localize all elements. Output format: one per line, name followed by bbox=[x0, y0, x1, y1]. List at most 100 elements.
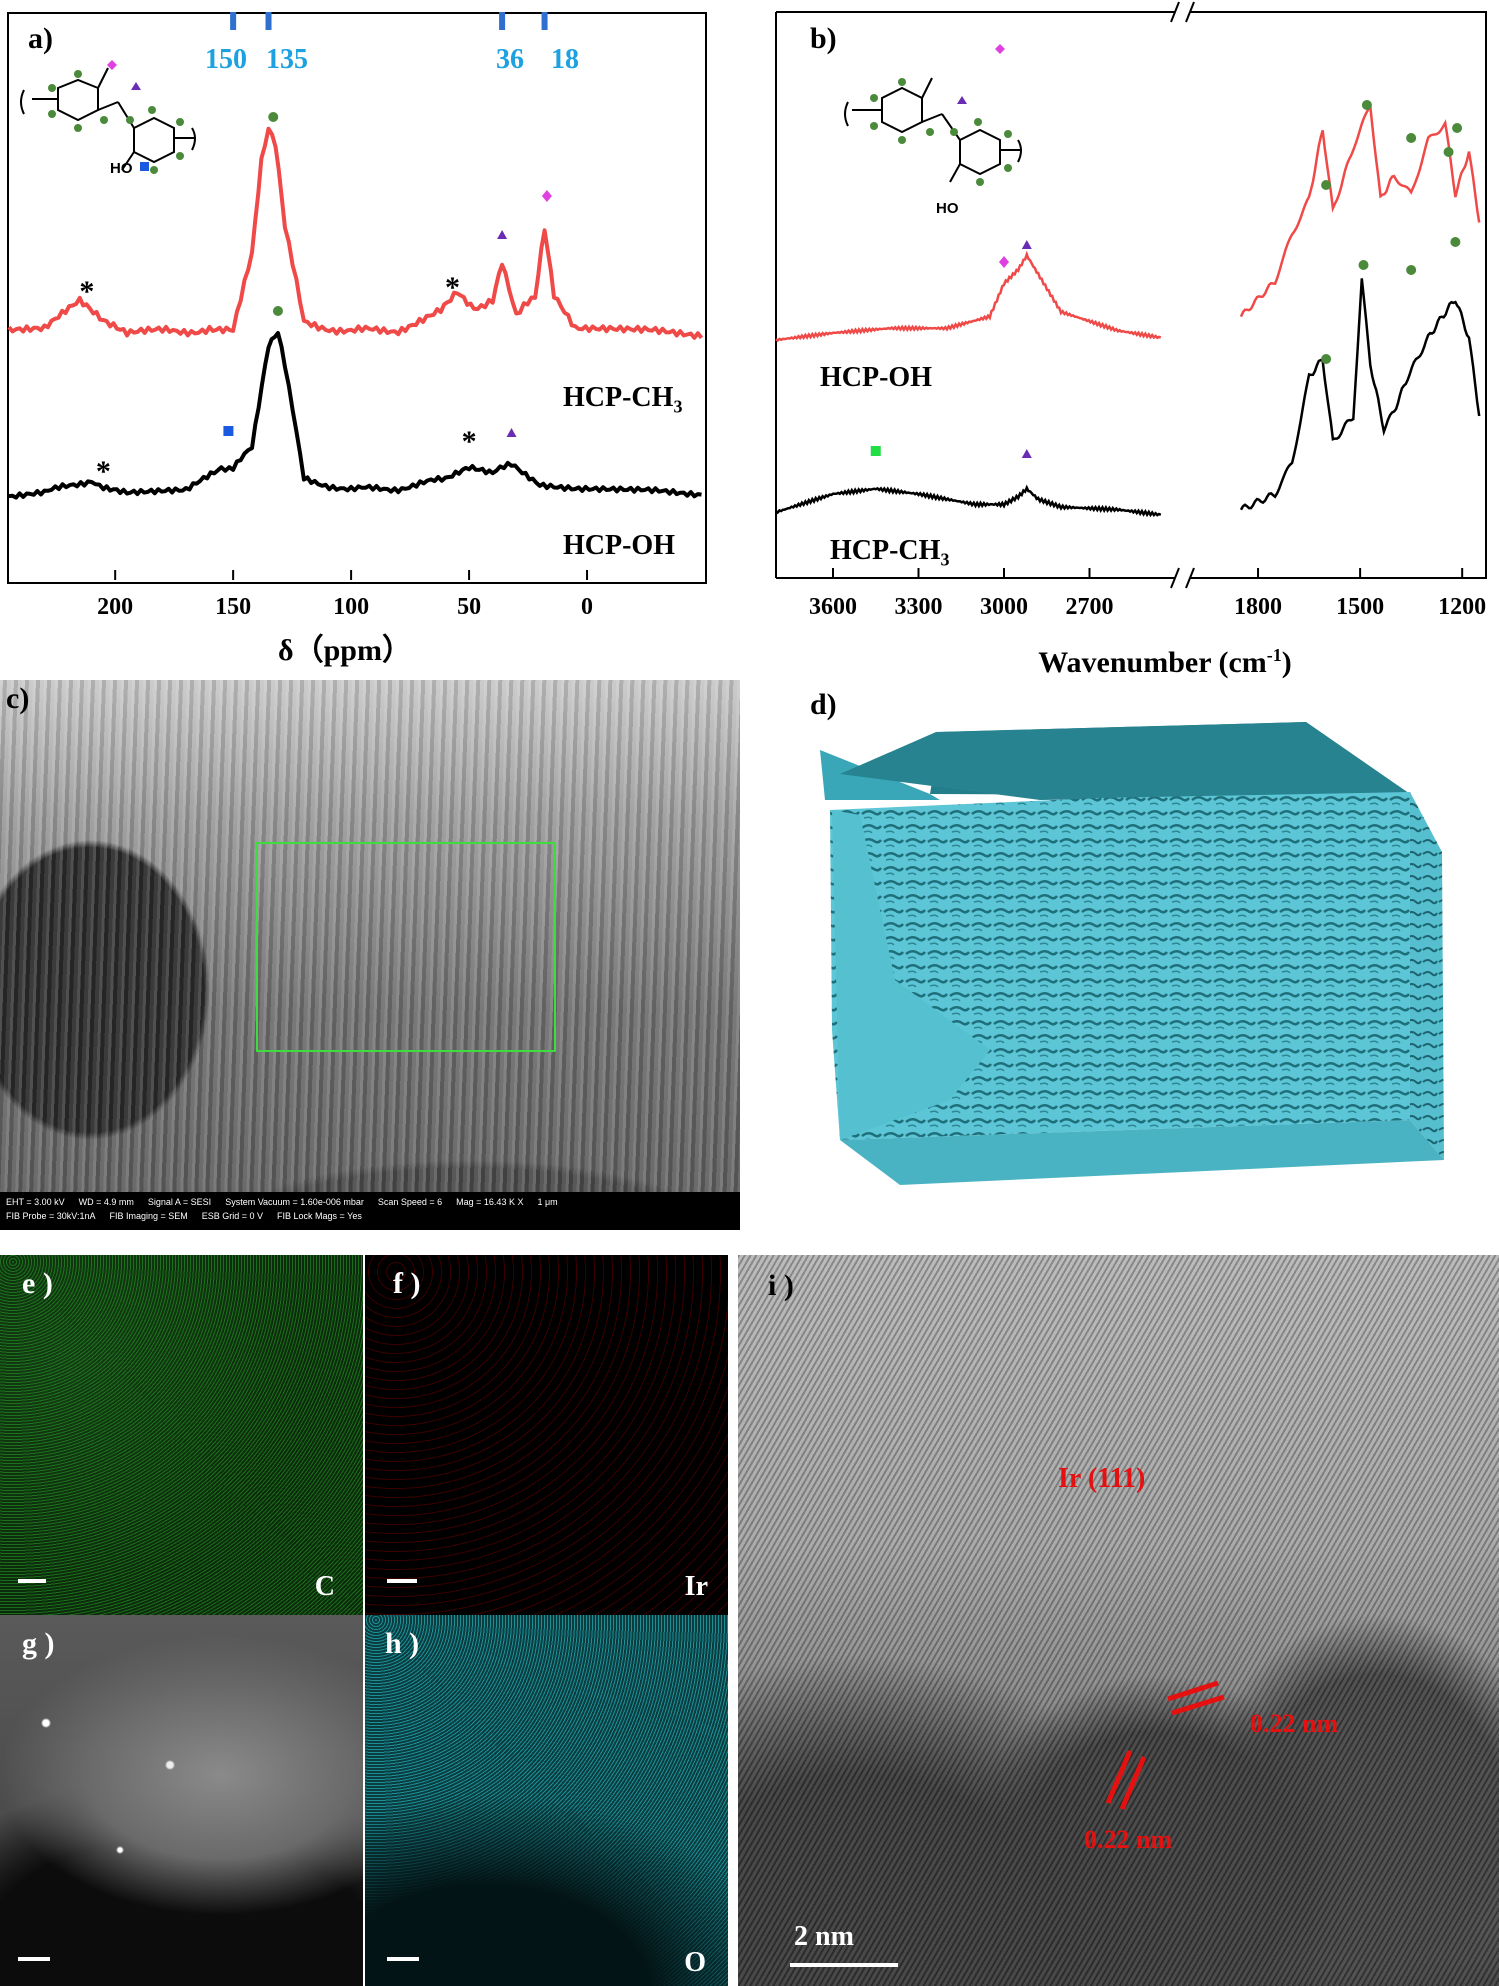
x-tick-label: 150 bbox=[215, 594, 251, 620]
x-tick-label: 1800 bbox=[1234, 594, 1282, 620]
panel-e-label: e ) bbox=[22, 1267, 53, 1300]
methyl-marker bbox=[541, 190, 552, 202]
x-axis-title: δ（ppm） bbox=[278, 634, 412, 667]
axis-break-mark bbox=[1185, 567, 1195, 589]
panel-h-label: h ) bbox=[385, 1627, 420, 1660]
x-axis-title: Wavenumber (cm-1) bbox=[1038, 645, 1292, 679]
aromatic-band-marker bbox=[1321, 354, 1332, 364]
x-tick-label: 200 bbox=[97, 594, 133, 620]
hydroxyl-label: HO bbox=[110, 160, 133, 177]
panel-f-label: f ) bbox=[393, 1267, 421, 1300]
tomography-volume-render bbox=[820, 722, 1444, 1185]
x-tick-label: 2700 bbox=[1066, 594, 1114, 620]
hydroxyl-label: HO bbox=[936, 200, 959, 217]
panel-a: a) 200 150 100 50 0 * * * * 150 135 36 18 bbox=[0, 0, 740, 667]
ch2-band-marker bbox=[1021, 240, 1032, 249]
aromatic-band-marker bbox=[1358, 260, 1369, 270]
reference-line-marker bbox=[541, 12, 548, 30]
panel-b: 3600 3300 3000 2700 1800 1500 1200 b) HO HCP-O… bbox=[770, 0, 1499, 690]
series-label-hcp-oh: HCP-OH bbox=[563, 530, 675, 561]
panel-d: d) bbox=[750, 680, 1499, 1240]
panel-a-label: a) bbox=[28, 22, 53, 55]
aromatic-band-marker bbox=[1321, 180, 1332, 190]
aromatic-band-marker bbox=[1406, 265, 1417, 275]
aromatic-band-marker bbox=[1452, 123, 1463, 133]
phenolic-carbon-marker bbox=[223, 426, 234, 436]
reference-line-marker bbox=[230, 12, 237, 30]
nmr-series-line-0 bbox=[7, 126, 704, 340]
nmr-series-line-1 bbox=[8, 331, 702, 500]
ref-label-135: 135 bbox=[266, 44, 308, 75]
reference-line-marker bbox=[499, 12, 506, 30]
eds-map-iridium: f ) Ir bbox=[365, 1255, 728, 1615]
x-tick-label: 1500 bbox=[1336, 594, 1384, 620]
scale-bar bbox=[18, 1579, 46, 1583]
element-label-ir: Ir bbox=[684, 1571, 708, 1602]
scale-bar-label: 2 nm bbox=[794, 1921, 854, 1952]
x-tick-label: 1200 bbox=[1438, 594, 1486, 620]
methylene-marker bbox=[506, 428, 517, 437]
aromatic-band-marker bbox=[1406, 133, 1417, 143]
panel-c-label: c) bbox=[6, 682, 30, 715]
ftir-series-line-left-0 bbox=[775, 250, 1162, 343]
oh-band-marker bbox=[870, 446, 881, 456]
x-tick-label: 50 bbox=[457, 594, 481, 620]
scale-bar bbox=[18, 1957, 50, 1961]
series-label-hcp-ch3: HCP-CH3 bbox=[830, 535, 950, 570]
ref-label-18: 18 bbox=[551, 44, 579, 75]
x-tick-label: 3600 bbox=[809, 594, 857, 620]
x-tick-label: 100 bbox=[333, 594, 369, 620]
eds-map-oxygen: h ) O bbox=[365, 1615, 728, 1986]
aromatic-carbon-marker bbox=[268, 112, 279, 122]
aromatic-band-marker bbox=[1361, 100, 1372, 110]
haadf-stem-image: g ) bbox=[0, 1615, 363, 1986]
lattice-fringe-markers bbox=[1105, 1680, 1225, 1810]
ftir-series-line-right-0 bbox=[1239, 102, 1481, 318]
spinning-sideband-marker: * bbox=[462, 425, 477, 458]
panel-g-label: g ) bbox=[22, 1627, 55, 1660]
molecule-structure-icon bbox=[844, 44, 1022, 186]
panel-d-label: d) bbox=[810, 688, 837, 721]
d-spacing-label-2: 0.22 nm bbox=[1084, 1825, 1173, 1854]
ch3-band-marker bbox=[999, 256, 1009, 268]
d-spacing-label-1: 0.22 nm bbox=[1250, 1709, 1339, 1738]
eds-map-carbon: e ) C bbox=[0, 1255, 363, 1615]
ref-label-150: 150 bbox=[205, 44, 247, 75]
molecule-structure-icon bbox=[20, 60, 196, 174]
axis-break-mark bbox=[1170, 1, 1180, 23]
methylene-marker bbox=[497, 230, 508, 239]
panel-b-label: b) bbox=[810, 22, 837, 55]
element-label-o: O bbox=[684, 1947, 706, 1978]
nmr-spectrum-chart: 200 150 100 50 0 * * * * bbox=[7, 12, 704, 620]
sem-image: c) EHT = 3.00 kV WD = 4.9 mm Signal A = SE… bbox=[0, 680, 740, 1230]
reference-line-marker bbox=[265, 12, 272, 30]
x-tick-label: 3300 bbox=[895, 594, 943, 620]
spinning-sideband-marker: * bbox=[96, 455, 111, 488]
hrtem-image: i ) Ir (111) 0.22 nm 0.22 nm 2 nm bbox=[738, 1255, 1499, 1986]
ftir-series-line-right-1 bbox=[1239, 278, 1481, 511]
ftir-spectrum-chart: 3600 3300 3000 2700 1800 1500 1200 bbox=[775, 1, 1487, 620]
scale-bar bbox=[387, 1579, 417, 1583]
element-label-c: C bbox=[314, 1571, 335, 1602]
series-label-hcp-oh: HCP-OH bbox=[820, 362, 932, 393]
ftir-plot-frame bbox=[776, 11, 1487, 579]
plane-label: Ir (111) bbox=[1058, 1463, 1146, 1494]
axis-break-mark bbox=[1185, 1, 1195, 23]
ref-label-36: 36 bbox=[496, 44, 524, 75]
spinning-sideband-marker: * bbox=[79, 275, 94, 308]
ch2-band-marker bbox=[1021, 449, 1032, 458]
scale-bar bbox=[790, 1963, 898, 1967]
aromatic-band-marker bbox=[1443, 147, 1454, 157]
aromatic-carbon-marker bbox=[272, 306, 283, 316]
x-tick-label: 3000 bbox=[980, 594, 1028, 620]
aromatic-band-marker bbox=[1450, 237, 1461, 247]
ftir-series-line-left-1 bbox=[775, 484, 1162, 518]
spinning-sideband-marker: * bbox=[445, 271, 460, 304]
axis-break-mark bbox=[1170, 567, 1180, 589]
scale-bar bbox=[387, 1957, 419, 1961]
panel-i-label: i ) bbox=[768, 1269, 794, 1302]
sem-info-bar: EHT = 3.00 kV WD = 4.9 mm Signal A = SESI S… bbox=[0, 1192, 740, 1230]
series-label-hcp-ch3: HCP-CH3 bbox=[563, 382, 683, 417]
region-of-interest-box bbox=[256, 842, 556, 1052]
x-tick-label: 0 bbox=[581, 594, 593, 620]
